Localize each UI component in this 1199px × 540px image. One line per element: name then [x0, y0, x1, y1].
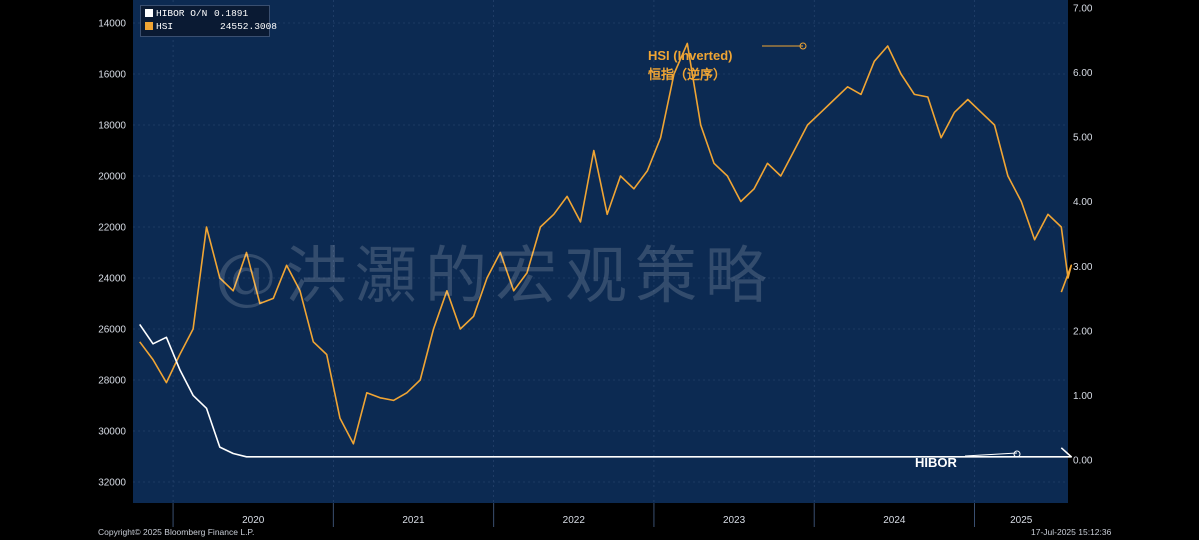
- left-tick-label: 30000: [98, 427, 126, 438]
- right-tick-label: 2.00: [1073, 326, 1093, 337]
- left-tick-label: 24000: [98, 274, 126, 285]
- left-tick-label: 32000: [98, 478, 126, 489]
- annotation-leader-hibor: [964, 452, 1018, 457]
- legend-swatch-hibor: [145, 9, 153, 17]
- right-tick-label: 7.00: [1073, 4, 1093, 15]
- left-tick-label: 22000: [98, 223, 126, 234]
- left-tick-label: 28000: [98, 376, 126, 387]
- right-tick-label: 4.00: [1073, 197, 1093, 208]
- left-tick-label: 16000: [98, 70, 126, 81]
- annotation-marker-hsi: [799, 42, 807, 50]
- legend-label-hsi: HSI: [156, 21, 174, 32]
- year-label: 2023: [723, 515, 746, 526]
- year-label: 2024: [883, 515, 906, 526]
- year-label: 2022: [563, 515, 586, 526]
- left-tick-label: 18000: [98, 121, 126, 132]
- footer-timestamp: 17-Jul-2025 15:12:36: [1031, 527, 1112, 537]
- annotation-hibor: HIBOR: [915, 455, 957, 470]
- watermark-text: @洪灝的宏观策略: [215, 239, 776, 312]
- right-tick-label: 5.00: [1073, 133, 1093, 144]
- series-line-hibor-on: [139, 323, 1073, 458]
- legend-value-hibor: 0.1891: [214, 8, 249, 19]
- year-label: 2020: [242, 515, 265, 526]
- annotation-hsi-inverted: HSI (Inverted): [648, 48, 733, 63]
- annotation-marker-hibor: [1013, 450, 1021, 458]
- left-tick-label: 20000: [98, 172, 126, 183]
- right-tick-label: 3.00: [1073, 262, 1093, 273]
- legend-entry-hsi: HSI 24552.3008: [145, 21, 277, 33]
- year-label: 2025: [1010, 515, 1033, 526]
- right-tick-label: 0.00: [1073, 456, 1093, 467]
- right-tick-label: 6.00: [1073, 68, 1093, 79]
- legend-entry-hibor: HIBOR O/N 0.1891: [145, 8, 248, 20]
- footer-copyright: Copyright© 2025 Bloomberg Finance L.P.: [98, 527, 255, 537]
- chart-legend: HIBOR O/N 0.1891 HSI 24552.3008: [140, 5, 277, 37]
- year-label: 2021: [402, 515, 425, 526]
- legend-label-hibor: HIBOR O/N: [156, 8, 208, 19]
- annotation-hsi-inverted-chinese: 恒指（逆序）: [648, 68, 727, 83]
- legend-value-hsi: 24552.3008: [220, 21, 278, 32]
- legend-swatch-hsi: [145, 22, 153, 30]
- plot-area: [133, 0, 1068, 503]
- left-tick-label: 26000: [98, 325, 126, 336]
- right-tick-label: 1.00: [1073, 391, 1093, 402]
- series-line-hsi: [139, 42, 1073, 445]
- left-tick-label: 14000: [98, 19, 126, 30]
